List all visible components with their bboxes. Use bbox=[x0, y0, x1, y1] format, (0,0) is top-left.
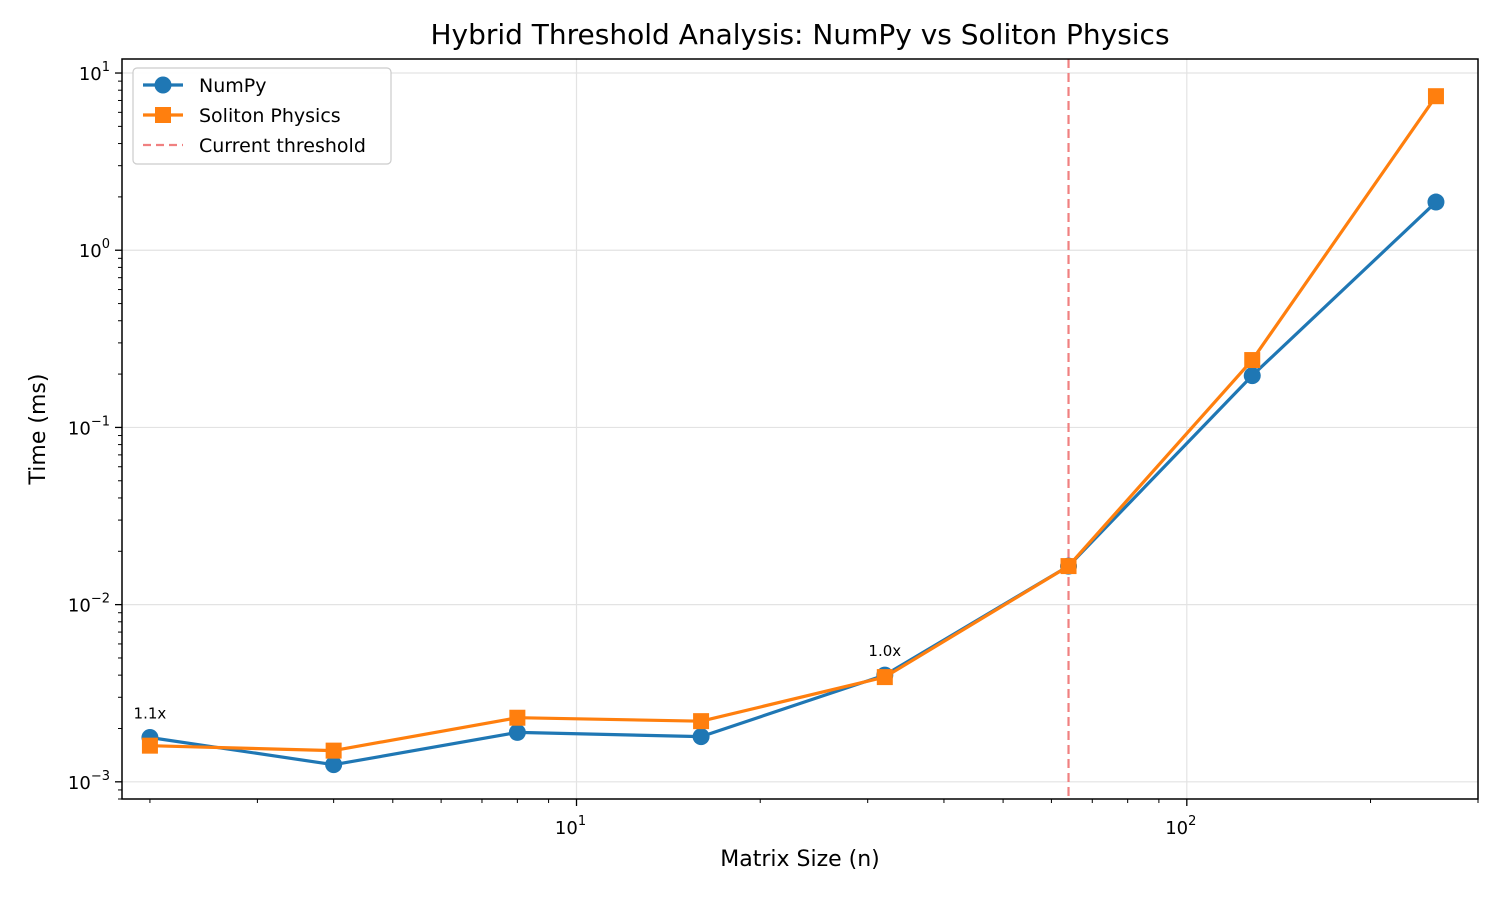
data-point bbox=[1060, 558, 1077, 575]
data-point bbox=[692, 728, 710, 746]
chart-title: Hybrid Threshold Analysis: NumPy vs Soli… bbox=[430, 18, 1169, 51]
data-point bbox=[1427, 88, 1444, 105]
data-point bbox=[325, 742, 342, 759]
x-axis-label: Matrix Size (n) bbox=[720, 847, 880, 872]
data-point bbox=[1427, 193, 1445, 211]
data-label: 1.0x bbox=[868, 642, 901, 660]
annotation-layer: 1.1x 1.0x bbox=[134, 642, 902, 722]
legend-label: Soliton Physics bbox=[199, 105, 341, 127]
series-layer bbox=[141, 88, 1445, 774]
series-line bbox=[149, 200, 1438, 767]
legend-label: Current threshold bbox=[199, 135, 366, 157]
legend-marker bbox=[155, 107, 171, 123]
data-point bbox=[693, 713, 710, 730]
y-tick-label: 10−2 bbox=[68, 592, 110, 617]
data-point bbox=[508, 723, 526, 741]
legend-marker bbox=[154, 76, 172, 94]
legend: NumPy Soliton Physics Current threshold bbox=[132, 67, 392, 165]
legend-label: NumPy bbox=[199, 75, 266, 97]
y-tick-label: 100 bbox=[79, 237, 110, 262]
x-tick-label: 102 bbox=[1165, 814, 1196, 839]
x-tick-label: 101 bbox=[555, 814, 586, 839]
data-label: 1.1x bbox=[134, 704, 167, 722]
data-point bbox=[1243, 367, 1261, 385]
data-point bbox=[1244, 352, 1261, 369]
data-point bbox=[325, 756, 343, 774]
y-axis-label: Time (ms) bbox=[26, 374, 51, 486]
data-point bbox=[876, 669, 893, 686]
data-point bbox=[509, 709, 526, 726]
axis-ticks: 101 102 10−3 10−2 10−1 100 101 bbox=[68, 60, 1479, 839]
y-tick-label: 101 bbox=[79, 60, 110, 85]
legend-box bbox=[132, 67, 392, 165]
series-line bbox=[149, 95, 1438, 753]
y-tick-label: 10−3 bbox=[68, 769, 110, 794]
grid-lines bbox=[122, 59, 1478, 799]
plot-frame bbox=[121, 58, 1479, 800]
y-tick-label: 10−1 bbox=[68, 414, 110, 439]
data-point bbox=[141, 737, 158, 754]
